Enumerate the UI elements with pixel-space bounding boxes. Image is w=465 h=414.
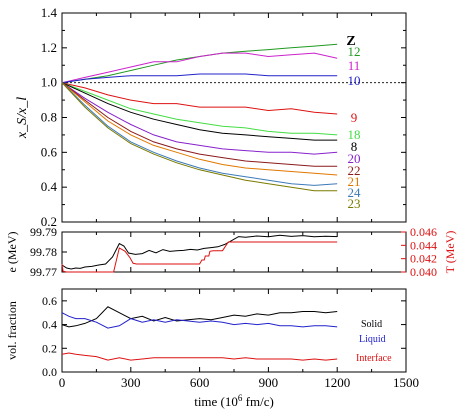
series-line-e	[61, 234, 338, 270]
series-line-z23	[61, 82, 338, 192]
mid-y2tick-label: 0.042	[410, 252, 437, 266]
x-tick-label: 1500	[393, 375, 419, 390]
mid-y2tick-label: 0.044	[410, 238, 437, 252]
series-line-solid	[61, 306, 338, 328]
series-line-T	[61, 241, 338, 273]
bot-y-axis-label: vol. fraction	[5, 301, 19, 360]
top-ytick-label: 1.0	[41, 75, 57, 90]
legend-label-z22: 22	[348, 163, 361, 178]
series-line-z11	[61, 52, 338, 84]
x-axis-label: time (106 fm/c)	[194, 393, 274, 409]
bot-ytick-label: 0.0	[42, 365, 57, 379]
series-line-z24	[61, 82, 338, 186]
panel-top-chart: 0.20.40.60.81.01.21.4x_S/x_lZ12111091882…	[15, 5, 407, 229]
legend-label-z11: 11	[348, 58, 361, 73]
x-tick-label: 0	[59, 375, 66, 390]
series-line-z21	[61, 82, 338, 176]
legend-label-z8: 8	[351, 139, 358, 154]
mid-ytick-label: 99.79	[30, 225, 57, 239]
x-tick-label: 600	[190, 375, 210, 390]
bot-ytick-label: 0.6	[42, 294, 57, 308]
series-line-interface	[61, 352, 338, 361]
bot-frame	[61, 288, 407, 373]
series-line-z12	[61, 43, 338, 84]
bot-ytick-label: 0.2	[42, 341, 57, 355]
mid-y-axis-label: e (MeV)	[5, 232, 19, 273]
mid-frame	[61, 231, 407, 273]
legend-title: Z	[346, 34, 355, 49]
series-line-z9	[61, 82, 338, 115]
top-ytick-label: 0.2	[41, 214, 57, 229]
series-line-z10	[61, 73, 338, 84]
legend-label-z12: 12	[348, 44, 361, 59]
top-ytick-label: 0.8	[41, 110, 57, 125]
legend-label-z21: 21	[348, 174, 361, 189]
legend-label-interface: Interface	[356, 353, 392, 364]
mid-y2-axis-label: T (MeV)	[443, 231, 457, 274]
top-ytick-label: 1.4	[41, 5, 58, 20]
x-tick-label: 1200	[324, 375, 350, 390]
legend-label-z20: 20	[348, 151, 361, 166]
top-ytick-label: 0.6	[41, 144, 58, 159]
mid-ytick-label: 99.77	[30, 265, 57, 279]
x-tick-label: 900	[259, 375, 279, 390]
legend-label-solid: Solid	[361, 319, 382, 330]
series-line-z20	[61, 82, 338, 155]
legend-label-z10: 10	[348, 73, 361, 88]
legend-label-liquid: Liquid	[359, 334, 386, 345]
mid-ytick-label: 99.78	[30, 245, 57, 259]
series-line-z22	[61, 82, 338, 167]
legend-label-z23: 23	[348, 196, 361, 211]
panel-bottom-chart: 0.0 0.2 0.4 0.6 0 300 600 900 1200 1500 vol. fract…	[5, 288, 419, 409]
series-line-z8	[61, 82, 338, 141]
bot-ytick-label: 0.4	[42, 318, 57, 332]
mid-y2tick-label: 0.046	[410, 225, 437, 239]
legend-label-z18: 18	[348, 127, 361, 142]
series-line-liquid	[61, 312, 338, 329]
top-y-axis-label: x_S/x_l	[15, 97, 30, 139]
series-line-z18	[61, 82, 338, 136]
legend-label-z9: 9	[351, 110, 358, 125]
legend-label-z24: 24	[348, 185, 362, 200]
top-ytick-label: 0.4	[41, 179, 58, 194]
mid-y2tick-label: 0.040	[410, 265, 437, 279]
x-tick-label: 300	[121, 375, 141, 390]
top-ytick-label: 1.2	[41, 40, 57, 55]
